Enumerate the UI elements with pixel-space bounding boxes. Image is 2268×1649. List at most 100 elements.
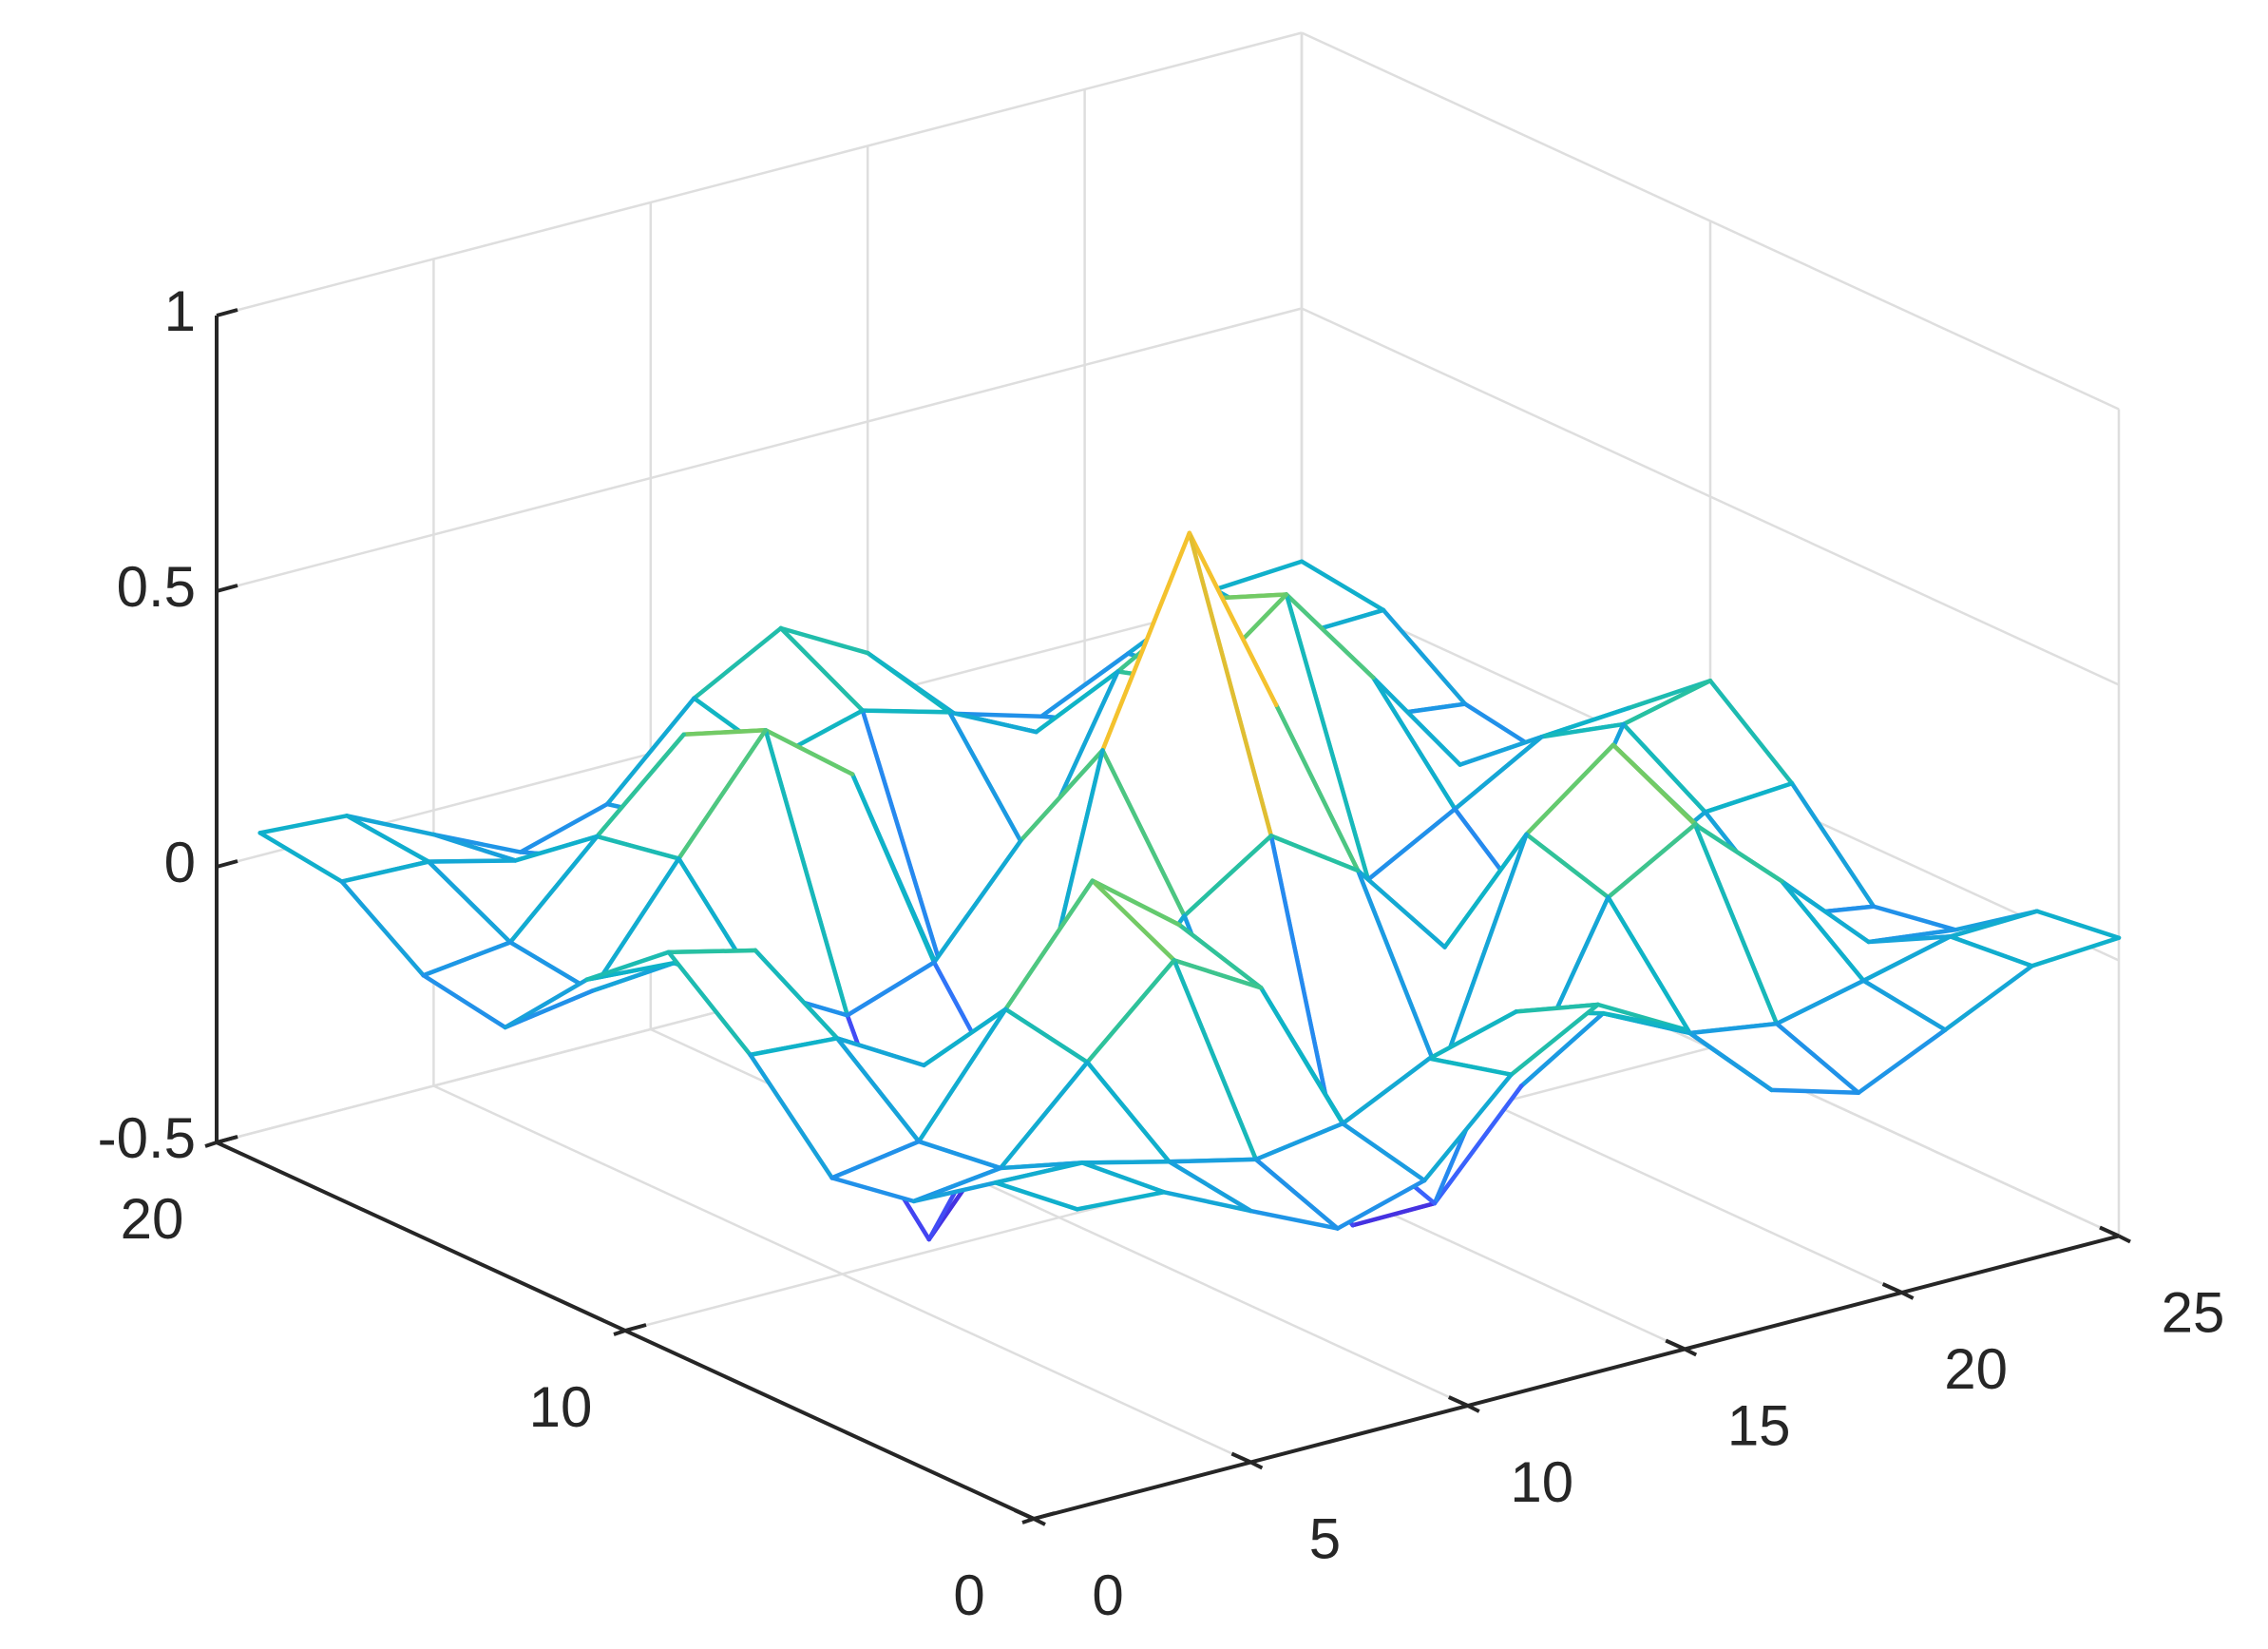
z-tick-label: 1 (164, 279, 196, 343)
x-tick (1014, 1508, 1035, 1521)
mesh-edge (1212, 559, 1305, 592)
mesh-edge (1780, 879, 1871, 945)
x-tick (1684, 1347, 1698, 1357)
mesh-edge (1079, 1159, 1172, 1165)
mesh-edge (1248, 1208, 1341, 1231)
mesh (257, 530, 2122, 1242)
mesh-edge (1355, 868, 1442, 1080)
mesh-edge (1003, 878, 1096, 1012)
mesh-face (837, 1008, 1006, 1142)
mesh-edge (865, 650, 952, 715)
mesh-edge (1524, 832, 1610, 900)
mesh-edge (1866, 934, 1953, 945)
mesh-face (1169, 1159, 1338, 1229)
mesh-edge (1687, 1021, 1780, 1036)
mesh-edge (503, 977, 589, 1030)
x-tick (1230, 1451, 1252, 1465)
mesh-edge (1518, 1010, 1606, 1088)
mesh-edge (946, 710, 1034, 863)
mesh-face (765, 730, 935, 1016)
mesh-face (1623, 681, 1792, 813)
mesh-edge (344, 814, 431, 864)
mesh-edge (1524, 742, 1616, 837)
x-tick (1466, 1404, 1480, 1413)
mesh-edge (748, 1036, 840, 1058)
mesh-edge (834, 1036, 922, 1144)
mesh-edge (1034, 669, 1120, 735)
mesh-edge (1079, 1160, 1167, 1195)
mesh-face (750, 1038, 920, 1179)
mesh-face (1373, 678, 1542, 810)
mesh-face (1102, 532, 1271, 916)
y-tick (1021, 1517, 1035, 1524)
mesh-edge (1284, 592, 1371, 882)
x-tick-label: 20 (1944, 1337, 2008, 1401)
mesh-edge (911, 1180, 998, 1204)
grid-line (216, 31, 1303, 317)
mesh-edge (1284, 592, 1376, 681)
mesh-face (1694, 824, 1864, 1025)
mesh-face (694, 628, 863, 757)
mesh-edge (1687, 1030, 1774, 1093)
mesh-edge (778, 625, 870, 656)
x-tick (1447, 1395, 1469, 1408)
mesh-edge (1371, 675, 1462, 767)
mesh-edge (1948, 909, 2040, 939)
x-tick (1881, 1282, 1903, 1294)
mesh-edge (1039, 651, 1131, 719)
mesh-edge (518, 801, 610, 854)
mesh-edge (1371, 675, 1458, 812)
mesh-edge (692, 625, 784, 700)
y-tick (613, 1329, 626, 1336)
mesh-face (1608, 824, 1777, 1033)
y-tick (216, 1135, 238, 1144)
mesh-edge (431, 832, 518, 863)
mesh-face (780, 628, 950, 713)
mesh-edge (1273, 702, 1361, 873)
x-axis (1033, 1234, 2120, 1521)
mesh-edge (1090, 878, 1182, 928)
mesh-edge (748, 1052, 834, 1180)
x-tick (1900, 1291, 1915, 1300)
mesh-edge (339, 859, 431, 884)
mesh-edge (1172, 958, 1264, 990)
mesh-edge (584, 949, 671, 982)
mesh-edge (1427, 1056, 1514, 1077)
mesh-edge (1381, 607, 1468, 706)
x-tick-label: 25 (2162, 1280, 2225, 1344)
mesh-edge (1268, 834, 1361, 873)
mesh-edge (1167, 1157, 1259, 1164)
mesh-edge (998, 1160, 1085, 1171)
mesh-edge (1692, 822, 1784, 884)
mesh-edge (829, 1139, 922, 1180)
mesh-edge (1610, 742, 1698, 827)
mesh-edge (1606, 894, 1692, 1036)
mesh-edge (1453, 734, 1544, 812)
mesh-edge (1442, 832, 1529, 949)
z-tick-label: 0.5 (117, 555, 196, 619)
mesh-edge (829, 1176, 916, 1204)
mesh-edge (845, 960, 937, 1018)
mesh-face (919, 1008, 1088, 1169)
mesh-edge (1365, 806, 1458, 882)
mesh-edge (1019, 748, 1105, 843)
mesh-edge (1789, 781, 1877, 910)
mesh-face (1005, 880, 1174, 1063)
mesh-edge (1774, 978, 1866, 1026)
mesh-edge (1948, 934, 2034, 968)
mesh-face (1689, 1024, 1858, 1093)
mesh-edge (1340, 1121, 1427, 1183)
mesh-edge (1774, 1021, 1861, 1096)
mesh-edge (257, 831, 344, 884)
mesh-edge (1299, 559, 1386, 613)
mesh-face (1173, 960, 1344, 1160)
mesh-edge (1187, 530, 1274, 838)
y-tick (1033, 1511, 1056, 1521)
mesh-edge (1427, 1009, 1519, 1061)
y-tick-label: 10 (529, 1375, 593, 1439)
mesh-edge (666, 948, 758, 955)
z-tick (216, 584, 238, 593)
mesh-face (678, 730, 848, 1016)
